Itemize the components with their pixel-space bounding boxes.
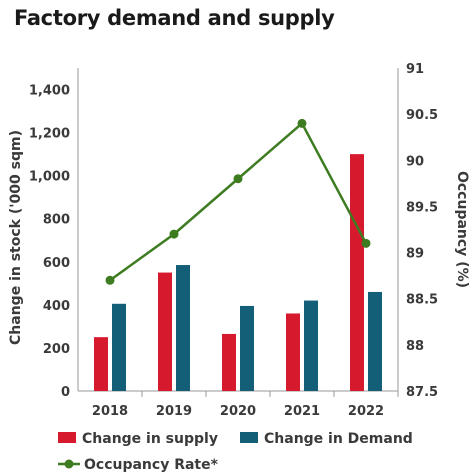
y2-tick-label: 89.5 <box>406 200 438 215</box>
point-occupancy-rate <box>105 275 115 285</box>
point-occupancy-rate <box>361 238 371 248</box>
bar-change-in-demand <box>304 300 318 391</box>
legend-label-occupancy: Occupancy Rate* <box>84 457 219 473</box>
y2-tick-label: 87.5 <box>406 385 438 400</box>
bar-change-in-supply <box>286 313 300 391</box>
y-tick-label: 1,000 <box>29 170 70 185</box>
y-tick-label: 200 <box>43 342 70 357</box>
y-tick-label: 400 <box>43 299 70 314</box>
x-tick-label: 2020 <box>220 404 256 419</box>
x-tick-label: 2022 <box>348 404 384 419</box>
y2-tick-label: 88.5 <box>406 293 438 308</box>
y-tick-label: 600 <box>43 256 70 271</box>
point-occupancy-rate <box>233 174 243 184</box>
legend-marker-occupancy <box>64 459 74 469</box>
bar-change-in-supply <box>94 337 108 391</box>
bar-change-in-demand <box>176 265 190 391</box>
point-occupancy-rate <box>169 229 179 239</box>
y-tick-label: 1,200 <box>29 127 70 142</box>
y2-tick-label: 90.5 <box>406 108 438 123</box>
y-tick-label: 1,400 <box>29 84 70 99</box>
bar-change-in-supply <box>222 333 236 391</box>
x-tick-label: 2021 <box>284 404 320 419</box>
y2-tick-label: 90 <box>406 154 424 169</box>
legend-swatch-supply <box>58 432 76 443</box>
y2-tick-label: 89 <box>406 247 424 262</box>
y-tick-label: 0 <box>61 385 70 400</box>
legend-swatch-demand <box>240 432 258 443</box>
legend-label-supply: Change in supply <box>82 431 218 447</box>
y-axis-title: Change in stock ('000 sqm) <box>8 130 24 345</box>
bar-change-in-supply <box>350 154 364 391</box>
y2-axis-title: Occupancy (%) <box>454 171 470 288</box>
x-tick-label: 2019 <box>156 404 192 419</box>
x-tick-label: 2018 <box>92 404 128 419</box>
chart-title: Factory demand and supply <box>14 6 335 30</box>
line-occupancy-rate <box>109 121 368 282</box>
y2-tick-label: 91 <box>406 62 424 77</box>
point-occupancy-rate <box>297 118 307 128</box>
bar-change-in-demand <box>368 291 382 391</box>
bar-change-in-demand <box>240 305 254 391</box>
bar-change-in-demand <box>112 303 126 391</box>
legend-label-demand: Change in Demand <box>264 431 413 447</box>
y2-tick-label: 88 <box>406 339 424 354</box>
bar-change-in-supply <box>158 272 172 391</box>
y-tick-label: 800 <box>43 213 70 228</box>
